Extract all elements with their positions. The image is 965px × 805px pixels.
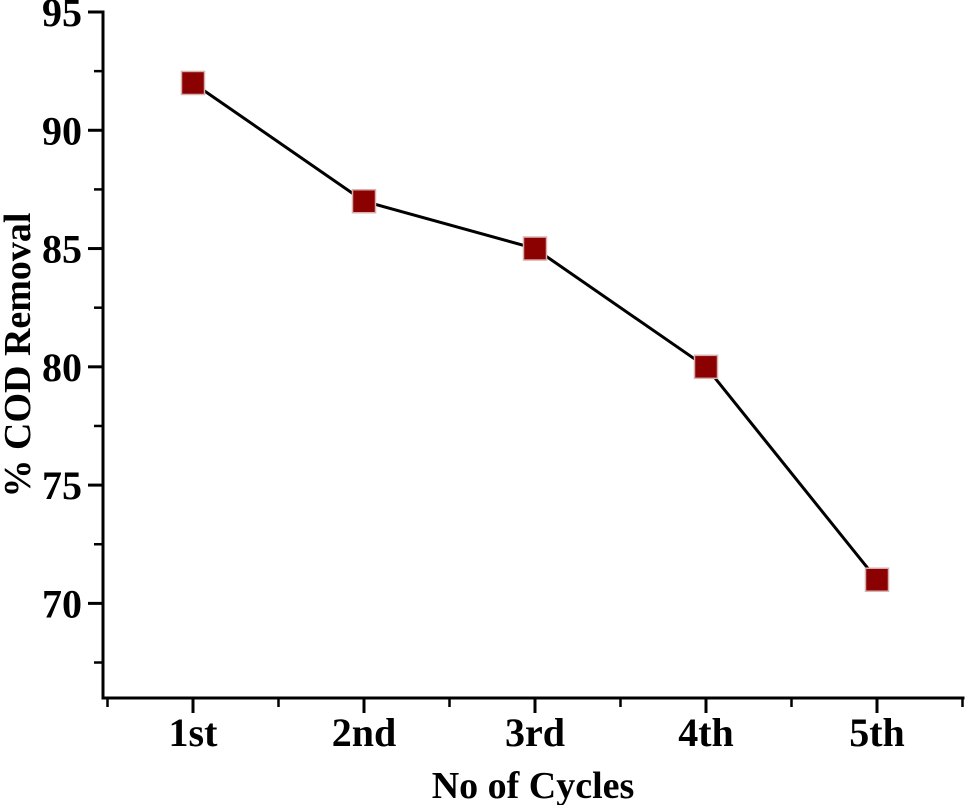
axes: [101, 10, 965, 700]
data-point-marker: [351, 188, 377, 214]
y-tick-label: 85: [42, 227, 82, 272]
x-axis-title: No of Cycles: [432, 765, 635, 805]
x-tick-label: 4th: [678, 710, 734, 755]
data-point-marker: [522, 236, 548, 261]
x-tick-label: 1st: [169, 710, 219, 755]
y-tick-label: 75: [42, 463, 82, 508]
data-point-marker: [180, 70, 206, 96]
x-tick-label: 2nd: [332, 710, 397, 755]
y-axis-title: % COD Removal: [0, 213, 39, 498]
axis-ticks: [88, 10, 964, 713]
axis-spines: [101, 10, 965, 700]
y-tick-label: 80: [42, 345, 82, 390]
data-series: [180, 70, 890, 592]
y-tick-label: 90: [42, 108, 82, 153]
data-point-marker: [693, 354, 719, 380]
x-tick-label: 3rd: [505, 710, 565, 755]
y-tick-label: 95: [42, 0, 82, 35]
series-line: [191, 81, 879, 582]
axis-tick-labels: 95 90 85 80 75 70 1st 2nd 3rd 4th 5th: [42, 0, 905, 755]
x-tick-label: 5th: [849, 710, 905, 755]
y-tick-label: 70: [42, 581, 82, 626]
data-point-marker: [864, 567, 890, 592]
